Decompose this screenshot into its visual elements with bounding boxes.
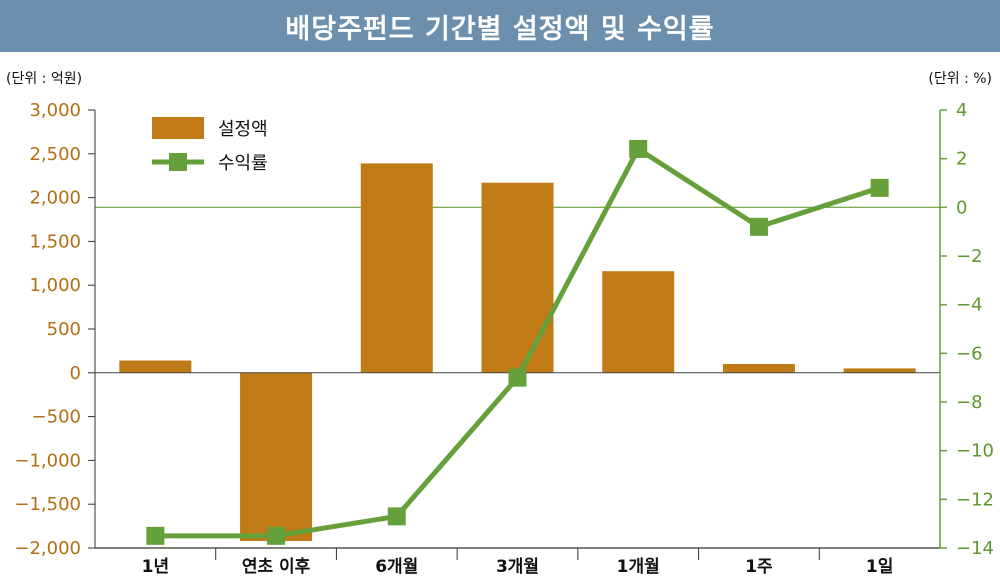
left-tick-label: 1,000 <box>29 275 81 296</box>
bar-6 <box>843 368 916 373</box>
bar-3 <box>481 182 554 373</box>
return-point <box>629 139 648 158</box>
left-tick-label: −1,000 <box>14 450 81 471</box>
right-tick-label: −2 <box>956 246 983 267</box>
right-tick-label: −10 <box>956 441 994 462</box>
category-label: 1년 <box>142 557 169 577</box>
title-bar: 배당주펀드 기간별 설정액 및 수익률 <box>0 0 1000 52</box>
left-tick-label: 3,000 <box>29 100 81 121</box>
left-tick-label: −1,500 <box>14 494 81 515</box>
right-tick-label: 2 <box>956 149 967 170</box>
right-tick-label: −12 <box>956 489 994 510</box>
return-point <box>146 526 165 545</box>
legend-label: 수익률 <box>218 153 268 174</box>
chart-title: 배당주펀드 기간별 설정액 및 수익률 <box>285 13 715 45</box>
legend-bar-swatch <box>152 117 204 139</box>
return-point <box>749 217 768 236</box>
left-tick-label: 2,500 <box>29 144 81 165</box>
right-tick-label: −14 <box>956 538 994 559</box>
right-tick-label: 4 <box>956 100 967 121</box>
return-point <box>387 507 406 526</box>
return-point <box>508 368 527 387</box>
bar-5 <box>722 364 795 373</box>
right-tick-label: 0 <box>956 197 967 218</box>
return-point <box>267 526 286 545</box>
bar-2 <box>360 163 433 373</box>
category-label: 1일 <box>866 557 893 577</box>
right-tick-label: −4 <box>956 295 983 316</box>
category-label: 6개월 <box>375 557 418 577</box>
bar-0 <box>119 360 192 373</box>
right-tick-label: −6 <box>956 343 983 364</box>
category-label: 3개월 <box>496 557 539 577</box>
return-point <box>870 178 889 197</box>
right-tick-label: −8 <box>956 392 983 413</box>
legend-label: 설정액 <box>218 119 268 140</box>
category-label: 연초 이후 <box>242 556 311 577</box>
legend-line-marker <box>169 153 187 171</box>
bar-4 <box>602 271 675 373</box>
left-tick-label: −500 <box>32 407 81 428</box>
left-tick-label: 1,500 <box>29 231 81 252</box>
left-tick-label: −2,000 <box>14 538 81 559</box>
right-axis-unit: (단위 : %) <box>928 71 992 87</box>
category-label: 1주 <box>745 557 773 577</box>
left-axis-unit: (단위 : 억원) <box>6 71 83 87</box>
category-label: 1개월 <box>617 557 660 577</box>
bar-1 <box>240 372 313 541</box>
left-tick-label: 0 <box>70 363 81 384</box>
left-tick-label: 500 <box>47 319 81 340</box>
left-tick-label: 2,000 <box>29 188 81 209</box>
